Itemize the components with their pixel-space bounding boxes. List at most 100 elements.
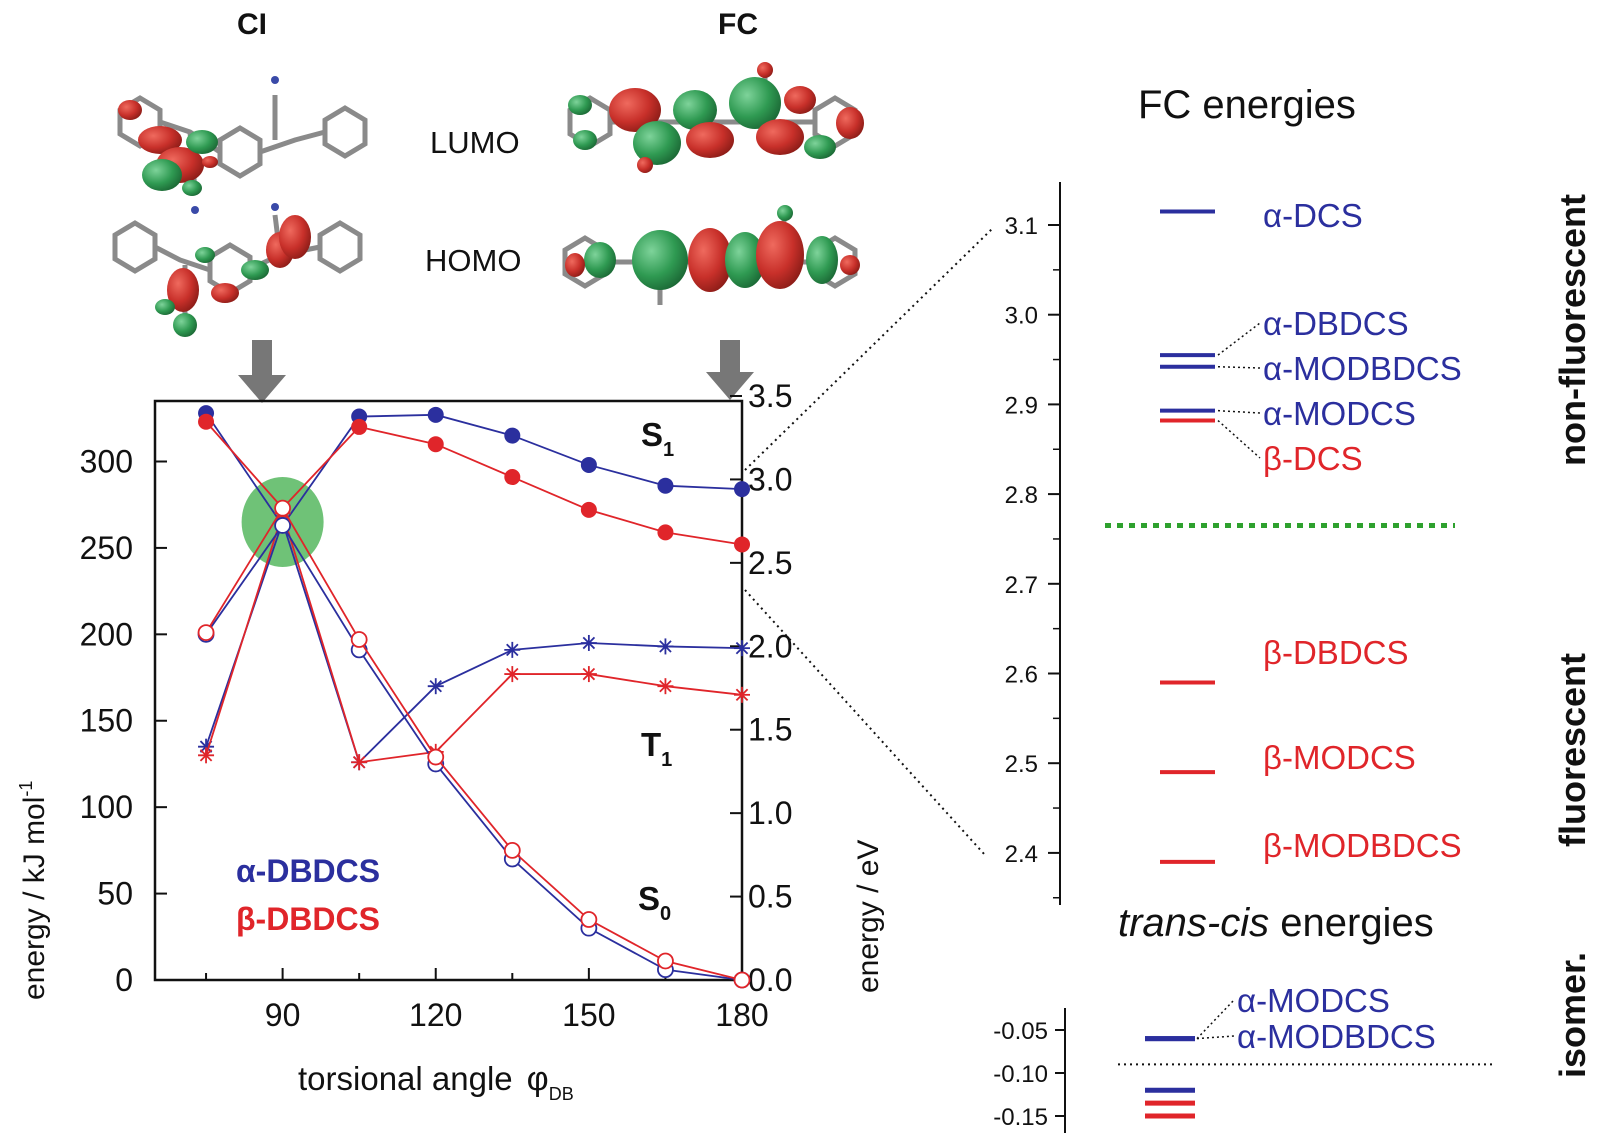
tc-tick-label: -0.05 [993, 1018, 1048, 1045]
fc-level-label: α-DCS [1263, 197, 1363, 234]
data-point [274, 517, 292, 534]
series-line-3 [205, 510, 743, 764]
fc-level-connector [1217, 322, 1261, 356]
x-tick-label: 150 [562, 997, 615, 1033]
y-tick-label: 50 [97, 876, 133, 912]
series-layer [197, 405, 751, 989]
y-tick-label: 200 [80, 616, 133, 652]
y2-tick-label: 3.0 [748, 461, 792, 497]
data-point [197, 624, 215, 641]
fc-level-connector [1217, 409, 1261, 414]
tc-level-label: α-MODCS [1237, 982, 1390, 1019]
legend-alpha: α-DBDCS [236, 853, 380, 889]
label-homo: HOMO [425, 243, 521, 278]
fc-level-label: α-MODCS [1263, 395, 1416, 432]
data-point [198, 747, 215, 764]
header-ci: CI [237, 8, 267, 41]
fc-tick-label: 2.6 [1005, 662, 1038, 689]
molecule-fc-lumo [567, 62, 864, 173]
data-point [351, 754, 368, 771]
x-axis-title: torsional angle φDB [298, 1060, 574, 1104]
tc-level-label: α-MODBDCS [1237, 1018, 1436, 1055]
data-point [504, 641, 521, 658]
fc-tick-label: 2.4 [1005, 841, 1038, 868]
fc-tick-label: 2.8 [1005, 482, 1038, 509]
trans-cis-panel: trans-cis energies -0.05 -0.10 -0.15 α-MOD… [993, 901, 1593, 1133]
legend-beta: β-DBDCS [236, 901, 380, 937]
data-point [580, 634, 597, 651]
data-point [734, 686, 750, 703]
tc-level-connector [1196, 1035, 1235, 1040]
main-chart: 90 120 150 180 0 50 100 150 200 250 300 0.0 0.5 1.0 1.… [16, 378, 885, 1104]
series-line-4 [205, 523, 743, 981]
y2-tick-label: 2.0 [748, 628, 792, 664]
fc-level-label: β-MODCS [1263, 739, 1416, 776]
molecule-ci-lumo [117, 76, 368, 214]
trans-cis-title: trans-cis energies [1118, 901, 1434, 945]
molecule-ci-homo [112, 203, 363, 337]
arrow-fc-icon [706, 340, 754, 400]
data-point [657, 477, 674, 494]
y-tick-label: 300 [80, 443, 133, 479]
fc-tick-label: 3.0 [1005, 303, 1038, 330]
series-line-5 [205, 506, 743, 981]
data-point [350, 631, 368, 648]
fc-panel-title: FC energies [1138, 83, 1356, 127]
arrow-ci-icon [238, 340, 286, 403]
fc-level-connector [1217, 365, 1261, 369]
data-point [427, 436, 444, 453]
y-tick-label: 100 [80, 789, 133, 825]
fc-energies-panel: FC energies 3.1 3.0 2.9 2.8 2.7 2.6 2.5 2.4 α-D… [1005, 83, 1593, 905]
tc-axis: -0.05 -0.10 -0.15 [993, 1018, 1065, 1131]
data-point [504, 469, 521, 486]
region-label-non-fluorescent: non-fluorescent [1552, 194, 1593, 466]
fc-level-label: β-DBDCS [1263, 634, 1409, 671]
data-point [734, 536, 750, 553]
data-point [657, 678, 674, 695]
data-point [734, 481, 750, 498]
y-tick-label: 0 [115, 962, 133, 998]
y2-tick-label: 1.5 [748, 712, 792, 748]
series-line-0 [205, 412, 743, 528]
fc-axis: 3.1 3.0 2.9 2.8 2.7 2.6 2.5 2.4 [1005, 213, 1060, 899]
data-point [198, 413, 215, 430]
y-tick-label: 150 [80, 703, 133, 739]
y-axis-title-right: energy / eV [852, 840, 885, 993]
data-point [503, 841, 521, 859]
y-tick-label: 250 [80, 530, 133, 566]
data-point [351, 418, 368, 435]
fc-level-label: α-DBDCS [1263, 305, 1409, 342]
tc-tick-label: -0.15 [993, 1104, 1048, 1131]
data-point [734, 640, 750, 657]
data-point [504, 427, 521, 444]
region-label-isomer: isomer. [1552, 952, 1593, 1078]
data-point [427, 678, 444, 695]
fc-tick-label: 2.9 [1005, 392, 1038, 419]
fc-levels: α-DCS α-DBDCS α-MODBDCS α-MODCS β-DCS β-DBDCS… [1160, 197, 1462, 864]
fc-tick-label: 2.7 [1005, 572, 1038, 599]
tc-tick-label: -0.10 [993, 1061, 1048, 1088]
molecule-fc-homo [562, 205, 860, 305]
fc-level-connector [1217, 419, 1261, 459]
data-point [274, 499, 292, 517]
data-point [580, 666, 597, 683]
fc-tick-label: 2.5 [1005, 751, 1038, 778]
fc-level-label: β-MODBDCS [1263, 827, 1462, 864]
x-tick-label: 90 [265, 997, 301, 1033]
data-point [427, 748, 445, 766]
x-tick-label: 180 [715, 997, 768, 1033]
series-line-2 [205, 519, 743, 764]
y2-tick-label: 0.5 [748, 879, 792, 915]
data-point [427, 406, 444, 423]
series-line-1 [205, 421, 743, 546]
tc-level-connector [1196, 999, 1235, 1040]
y2-tick-label: 3.5 [748, 378, 792, 414]
data-point [657, 638, 674, 655]
y-axis-title-left: energy / kJ mol-1 [16, 781, 51, 1000]
data-point [733, 971, 751, 989]
fc-level-label: β-DCS [1263, 440, 1363, 477]
fc-tick-label: 3.1 [1005, 213, 1038, 240]
y2-tick-label: 1.0 [748, 795, 792, 831]
axes: 90 120 150 180 0 50 100 150 200 250 300 0.0 0.5 1.0 1.… [80, 378, 793, 1033]
data-point [657, 524, 674, 541]
